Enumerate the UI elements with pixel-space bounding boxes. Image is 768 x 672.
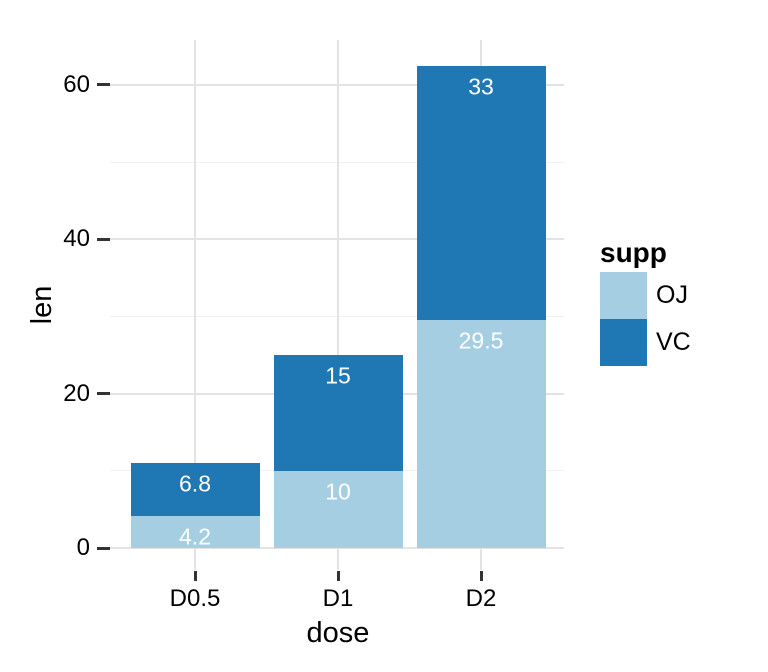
bar-value-label: 15	[325, 362, 351, 389]
y-tick-label: 60	[63, 70, 90, 98]
x-axis-tick	[336, 571, 340, 581]
bar-value-label: 29.5	[458, 327, 504, 354]
legend-swatch-vc	[600, 319, 647, 366]
bar-segment-vc-d0.5	[130, 463, 260, 516]
x-axis-tick	[479, 571, 483, 581]
gridline-major-x	[337, 40, 339, 570]
legend-item-vc: VC	[600, 319, 691, 366]
plot-panel: 4.2 6.8 10 15 29.5 33	[110, 40, 564, 570]
legend-item-oj: OJ	[600, 272, 691, 319]
bar-segment-vc-d2	[416, 65, 546, 321]
y-axis-tick	[97, 546, 110, 550]
x-axis-tick	[193, 571, 197, 581]
y-axis-tick	[97, 392, 110, 396]
bar-segment-oj-d2	[416, 320, 546, 548]
bar-value-label: 4.2	[179, 523, 211, 550]
x-tick-label: D1	[322, 585, 354, 612]
x-tick-label: D2	[465, 585, 497, 612]
bar-value-label: 6.8	[179, 470, 211, 497]
bar-value-label: 10	[325, 478, 351, 505]
legend-label-oj: OJ	[656, 281, 688, 309]
bar-value-label: 33	[468, 73, 494, 100]
legend-title: supp	[600, 237, 667, 268]
x-tick-label: D0.5	[169, 585, 221, 612]
y-axis-tick	[97, 237, 110, 241]
legend: supp OJ VC	[600, 238, 691, 366]
y-tick-label: 20	[63, 379, 90, 407]
gridline-major-x	[194, 40, 196, 570]
legend-swatch-oj	[600, 272, 647, 319]
legend-label-vc: VC	[656, 328, 691, 356]
bar-segment-vc-d1	[273, 355, 403, 471]
bar-segment-oj-d0.5	[130, 515, 260, 548]
x-axis-title: dose	[306, 617, 370, 649]
y-tick-label: 0	[76, 534, 90, 561]
legend-keys: OJ VC	[600, 272, 691, 366]
y-axis-title: len	[26, 285, 58, 325]
bar-segment-oj-d1	[273, 470, 403, 548]
y-axis-tick	[97, 83, 110, 87]
y-tick-label: 40	[63, 225, 90, 253]
